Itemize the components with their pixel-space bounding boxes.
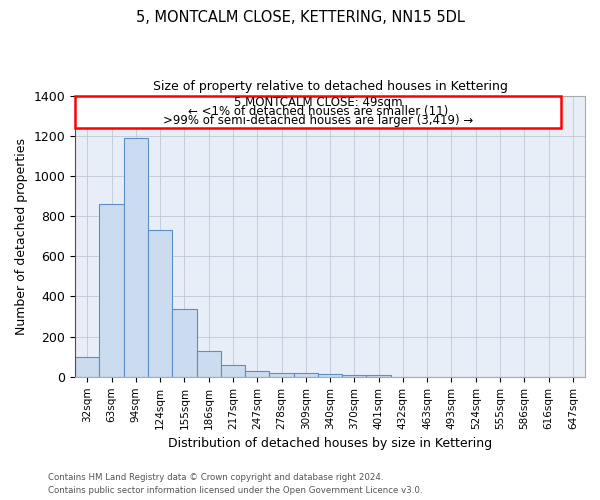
Bar xyxy=(172,308,197,377)
Bar xyxy=(342,375,367,377)
Bar xyxy=(367,375,391,377)
Bar xyxy=(245,371,269,377)
X-axis label: Distribution of detached houses by size in Kettering: Distribution of detached houses by size … xyxy=(168,437,492,450)
Text: ← <1% of detached houses are smaller (11): ← <1% of detached houses are smaller (11… xyxy=(188,105,448,118)
Bar xyxy=(148,230,172,377)
Y-axis label: Number of detached properties: Number of detached properties xyxy=(15,138,28,334)
Bar xyxy=(100,204,124,377)
Bar xyxy=(221,365,245,377)
Bar xyxy=(75,356,100,377)
Bar xyxy=(75,96,561,128)
Bar xyxy=(197,350,221,377)
Bar xyxy=(124,138,148,377)
Bar xyxy=(269,373,293,377)
Bar xyxy=(293,373,318,377)
Bar xyxy=(318,374,342,377)
Text: Contains HM Land Registry data © Crown copyright and database right 2024.
Contai: Contains HM Land Registry data © Crown c… xyxy=(48,474,422,495)
Text: 5 MONTCALM CLOSE: 49sqm: 5 MONTCALM CLOSE: 49sqm xyxy=(233,96,402,110)
Text: 5, MONTCALM CLOSE, KETTERING, NN15 5DL: 5, MONTCALM CLOSE, KETTERING, NN15 5DL xyxy=(136,10,464,25)
Text: >99% of semi-detached houses are larger (3,419) →: >99% of semi-detached houses are larger … xyxy=(163,114,473,127)
Title: Size of property relative to detached houses in Kettering: Size of property relative to detached ho… xyxy=(152,80,508,93)
